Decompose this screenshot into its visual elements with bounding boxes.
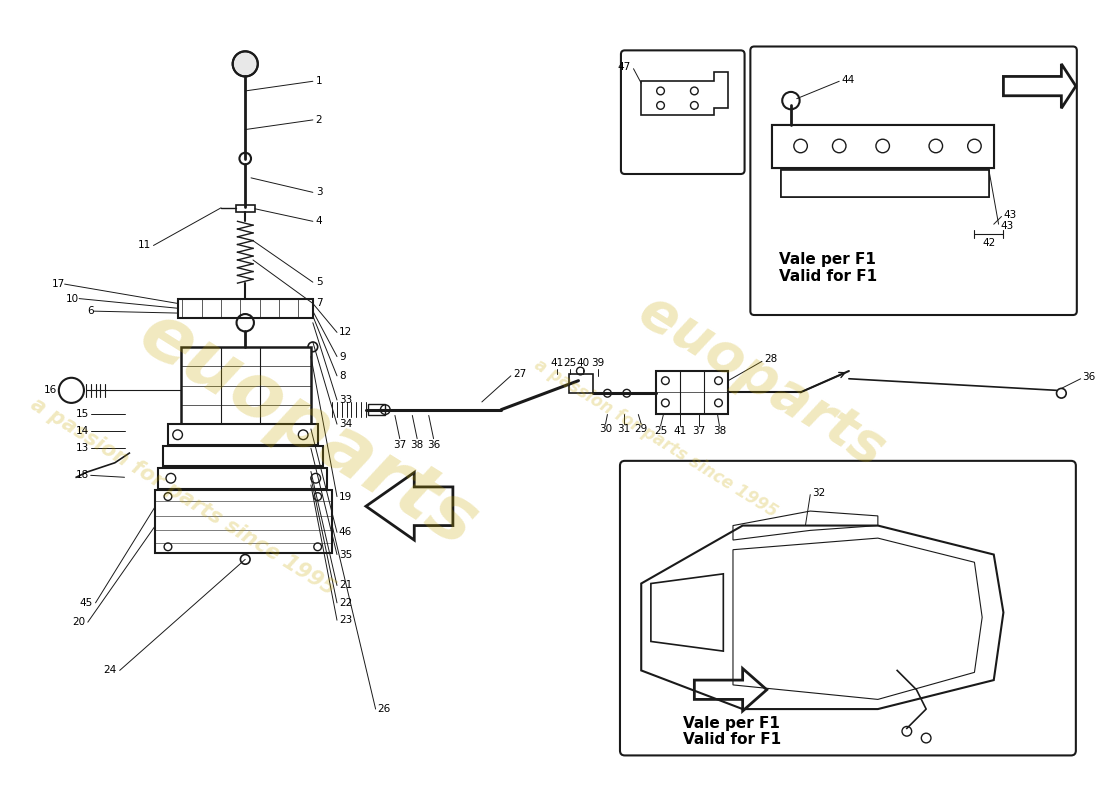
Text: 19: 19 (339, 491, 352, 502)
Bar (158, 468, 328, 489)
Text: 28: 28 (763, 354, 777, 365)
Text: euoparts: euoparts (629, 284, 894, 478)
Bar (367, 404, 385, 415)
Text: euoparts: euoparts (125, 296, 491, 562)
Text: 31: 31 (617, 424, 630, 434)
Text: 6: 6 (87, 306, 94, 316)
Text: 41: 41 (551, 358, 564, 368)
Bar (771, 125, 993, 168)
Text: 40: 40 (576, 358, 590, 368)
Text: 9: 9 (339, 351, 345, 362)
Text: 43: 43 (1001, 221, 1014, 231)
Text: 11: 11 (138, 241, 151, 250)
Text: 32: 32 (812, 488, 825, 498)
Text: Valid for F1: Valid for F1 (779, 269, 878, 284)
Text: 24: 24 (103, 666, 117, 675)
Text: 41: 41 (673, 426, 686, 436)
Text: 14: 14 (76, 426, 89, 436)
Text: 5: 5 (316, 277, 322, 287)
Bar (771, 125, 993, 168)
Text: 37: 37 (693, 426, 706, 436)
Text: 16: 16 (44, 386, 57, 395)
Text: 30: 30 (598, 424, 612, 434)
Text: 43: 43 (1003, 210, 1016, 219)
Text: 4: 4 (316, 216, 322, 226)
Bar (177, 298, 312, 318)
Text: 29: 29 (635, 424, 648, 434)
Text: 47: 47 (617, 62, 630, 72)
Text: 17: 17 (52, 279, 65, 289)
Text: 2: 2 (316, 115, 322, 125)
Text: 27: 27 (513, 369, 526, 379)
Bar (656, 371, 728, 414)
Text: 38: 38 (713, 426, 726, 436)
Text: 35: 35 (339, 550, 352, 559)
Text: 3: 3 (316, 187, 322, 198)
Bar (569, 374, 593, 394)
Text: 21: 21 (339, 581, 352, 590)
Text: 7: 7 (316, 298, 322, 309)
Text: 25: 25 (563, 358, 576, 368)
Text: a passion for parts since 1995: a passion for parts since 1995 (26, 394, 339, 599)
Text: 12: 12 (339, 327, 352, 338)
Bar (781, 170, 989, 197)
Text: 25: 25 (653, 426, 668, 436)
Text: 20: 20 (73, 617, 86, 627)
FancyBboxPatch shape (750, 46, 1077, 315)
Circle shape (233, 51, 257, 77)
Text: Vale per F1: Vale per F1 (683, 716, 780, 731)
Text: 38: 38 (410, 440, 424, 450)
FancyBboxPatch shape (620, 461, 1076, 755)
Text: 10: 10 (66, 294, 79, 303)
Text: a passion for parts since 1995: a passion for parts since 1995 (531, 356, 781, 522)
Text: 34: 34 (339, 419, 352, 429)
Bar (168, 424, 318, 446)
Text: 36: 36 (1082, 372, 1096, 382)
Text: 33: 33 (339, 395, 352, 405)
Text: 39: 39 (591, 358, 604, 368)
Text: 23: 23 (339, 615, 352, 626)
Text: 8: 8 (339, 371, 345, 381)
Text: 1: 1 (316, 76, 322, 86)
Bar (235, 205, 255, 212)
Text: 26: 26 (377, 704, 390, 714)
Text: 18: 18 (76, 470, 89, 480)
Text: Vale per F1: Vale per F1 (779, 253, 877, 267)
Bar (163, 446, 322, 466)
FancyBboxPatch shape (620, 50, 745, 174)
Text: 22: 22 (339, 598, 352, 608)
Text: 13: 13 (76, 443, 89, 454)
Text: 36: 36 (427, 440, 440, 450)
Text: 44: 44 (842, 75, 855, 86)
Text: 46: 46 (339, 527, 352, 538)
Text: 15: 15 (76, 410, 89, 419)
Text: 42: 42 (982, 238, 996, 247)
Bar (180, 347, 311, 424)
Bar (781, 170, 989, 197)
Text: 37: 37 (393, 440, 406, 450)
Text: 45: 45 (79, 598, 92, 608)
Text: Valid for F1: Valid for F1 (683, 733, 781, 747)
Bar (155, 490, 332, 553)
